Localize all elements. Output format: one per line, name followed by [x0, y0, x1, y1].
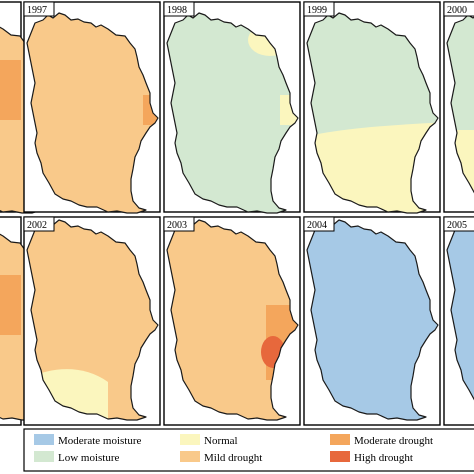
zone-moderate-drought: [0, 275, 21, 335]
legend-item: Mild drought: [180, 451, 262, 464]
legend-item: Moderate drought: [330, 434, 433, 447]
map-panel-2002: 2002: [23, 216, 161, 426]
svg-text:Moderate moisture: Moderate moisture: [58, 435, 142, 447]
map-panel-2003: 2003: [163, 216, 301, 426]
year-label: 1999: [307, 5, 327, 16]
svg-text:Mild drought: Mild drought: [204, 452, 262, 464]
map-panel-2000: 2000: [443, 1, 474, 214]
year-label-box: [163, 216, 195, 232]
legend-item: High drought: [330, 451, 413, 464]
map-panel-row2-partial-left: [0, 216, 54, 426]
svg-text:Normal: Normal: [204, 435, 238, 447]
map-panel-row1-partial-left: [0, 1, 54, 214]
year-label-box: [443, 1, 474, 17]
year-label: 1998: [167, 5, 187, 16]
year-label-box: [303, 216, 335, 232]
map-panel-2005: 2005: [443, 216, 474, 426]
year-label-box: [23, 1, 55, 17]
map-panel-2004: 2004: [303, 216, 441, 426]
legend-item: Low moisture: [34, 451, 120, 464]
zone-moderate-drought: [0, 60, 21, 120]
legend-item: Normal: [180, 434, 238, 447]
year-label: 2002: [27, 220, 47, 231]
year-label: 2003: [167, 220, 187, 231]
year-label-box: [303, 1, 335, 17]
year-label: 2000: [447, 5, 467, 16]
legend-item: Moderate moisture: [34, 434, 142, 447]
svg-text:Low moisture: Low moisture: [58, 452, 120, 464]
svg-text:Moderate drought: Moderate drought: [354, 435, 433, 447]
year-label: 2004: [307, 220, 327, 231]
map-panel-1997: 1997: [23, 1, 161, 214]
legend: Moderate moisture Low moisture Normal Mi…: [23, 428, 474, 472]
map-panel-1998: 1998: [163, 1, 301, 214]
year-label-box: [23, 216, 55, 232]
svg-text:High drought: High drought: [354, 452, 413, 464]
map-panel-1999: 1999: [303, 1, 441, 214]
year-label-box: [163, 1, 195, 17]
year-label: 2005: [447, 220, 467, 231]
year-label: 1997: [27, 5, 47, 16]
year-label-box: [443, 216, 474, 232]
